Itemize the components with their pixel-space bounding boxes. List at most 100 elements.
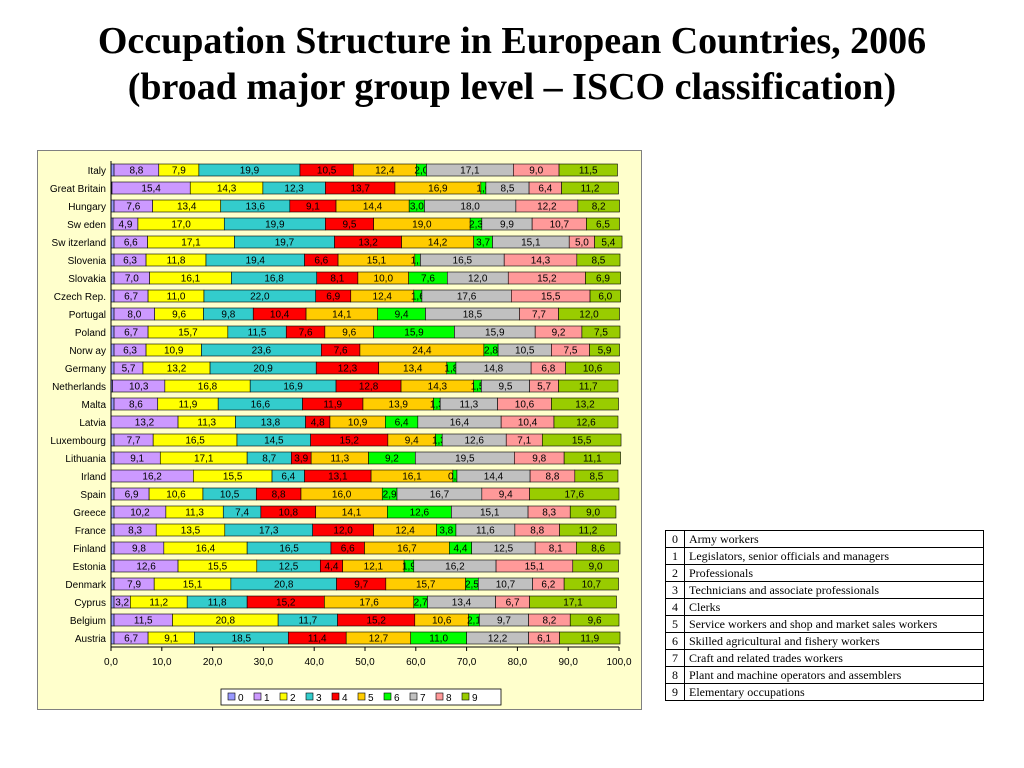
- bar-segment: [576, 253, 621, 267]
- bar-segment: [559, 631, 621, 645]
- data-label: 20,8: [274, 580, 294, 591]
- data-label: 12,6: [464, 436, 484, 447]
- data-label: 12,0: [579, 310, 599, 321]
- data-label: 8,5: [501, 184, 515, 195]
- data-label: 10,8: [279, 508, 299, 519]
- category-label: Luxembourg: [50, 436, 106, 447]
- bar-segment: [589, 343, 620, 357]
- data-label: 2,5: [465, 580, 479, 591]
- data-label: 13,2: [575, 400, 595, 411]
- legend-code: 7: [665, 649, 685, 667]
- data-label: 6,6: [341, 544, 355, 555]
- legend-table-row: 0 Army workers: [665, 530, 984, 548]
- bar-segment: [551, 397, 619, 411]
- data-label: 11,8: [167, 256, 186, 267]
- data-label: 11,3: [197, 418, 216, 429]
- data-label: 7,9: [127, 580, 141, 591]
- data-label: 15,1: [525, 562, 545, 573]
- data-label: 16,5: [185, 436, 205, 447]
- x-tick-label: 60,0: [406, 657, 426, 668]
- category-label: Poland: [75, 328, 106, 339]
- legend-entry: 3: [316, 693, 322, 704]
- data-label: 10,6: [432, 616, 452, 627]
- data-label: 9,8: [132, 544, 146, 555]
- legend-description: Plant and machine operators and assemble…: [684, 666, 984, 684]
- data-label: 11,0: [167, 292, 186, 303]
- data-label: 15,9: [404, 328, 424, 339]
- data-label: 16,7: [430, 490, 450, 501]
- data-label: 9,1: [306, 202, 320, 213]
- data-label: 15,5: [208, 562, 228, 573]
- data-label: 16,2: [142, 472, 162, 483]
- data-label: 11,5: [134, 616, 153, 627]
- data-label: 15,2: [276, 598, 296, 609]
- bar-segment: [589, 289, 621, 303]
- data-label: 13,8: [261, 418, 281, 429]
- data-label: 19,5: [455, 454, 475, 465]
- bar-segment: [576, 541, 621, 555]
- data-label: 11,1: [583, 454, 602, 465]
- x-tick-label: 70,0: [457, 657, 477, 668]
- x-tick-label: 40,0: [304, 657, 324, 668]
- data-label: 6,8: [541, 364, 555, 375]
- data-label: 22,0: [250, 292, 270, 303]
- data-label: 7,7: [127, 436, 141, 447]
- data-label: 12,6: [410, 508, 430, 519]
- data-label: 7,6: [126, 202, 140, 213]
- data-label: 17,6: [565, 490, 585, 501]
- data-label: 11,5: [579, 166, 598, 177]
- data-label: 12,4: [373, 292, 393, 303]
- data-label: 9,2: [385, 454, 399, 465]
- isco-legend-table: 0 Army workers 1 Legislators, senior offici…: [665, 530, 984, 701]
- data-label: 6,2: [541, 580, 555, 591]
- data-label: 7,9: [172, 166, 186, 177]
- data-label: 16,1: [181, 274, 201, 285]
- bar-segment: [561, 181, 619, 195]
- data-label: 6,0: [598, 292, 612, 303]
- data-label: 12,5: [494, 544, 514, 555]
- category-label: Latvia: [79, 418, 106, 429]
- data-label: 11,2: [579, 526, 598, 537]
- category-label: Greece: [73, 508, 106, 519]
- data-label: 9,7: [497, 616, 511, 627]
- data-label: 2,3: [469, 220, 483, 231]
- category-label: Malta: [82, 400, 107, 411]
- legend-table-row: 7 Craft and related trades workers: [665, 649, 984, 667]
- data-label: 5,7: [122, 364, 136, 375]
- data-label: 0,8: [448, 472, 462, 483]
- data-label: 12,6: [136, 562, 156, 573]
- data-label: 11,2: [149, 598, 168, 609]
- data-label: 8,2: [542, 616, 556, 627]
- category-label: Irland: [81, 472, 106, 483]
- legend-code: 5: [665, 615, 685, 633]
- data-label: 3,7: [476, 238, 490, 249]
- x-tick-label: 100,0: [606, 657, 631, 668]
- legend-description: Army workers: [684, 530, 984, 548]
- data-label: 12,7: [369, 634, 389, 645]
- data-label: 15,5: [541, 292, 561, 303]
- legend-code: 1: [665, 547, 685, 565]
- legend-table-row: 4 Clerks: [665, 598, 984, 616]
- data-label: 6,7: [506, 598, 520, 609]
- data-label: 14,1: [342, 508, 362, 519]
- data-label: 17,1: [181, 238, 201, 249]
- data-label: 10,2: [130, 508, 150, 519]
- data-label: 11,9: [580, 634, 599, 645]
- data-label: 13,2: [167, 364, 187, 375]
- data-label: 8,8: [272, 490, 286, 501]
- legend-table-row: 9 Elementary occupations: [665, 683, 984, 701]
- data-label: 17,1: [460, 166, 480, 177]
- data-label: 16,4: [196, 544, 216, 555]
- category-label: Netherlands: [52, 382, 106, 393]
- x-tick-label: 10,0: [152, 657, 172, 668]
- data-label: 7,5: [564, 346, 578, 357]
- data-label: 7,0: [125, 274, 139, 285]
- legend-code: 6: [665, 632, 685, 650]
- data-label: 13,2: [358, 238, 378, 249]
- category-label: Austria: [75, 634, 107, 645]
- data-label: 11,9: [179, 400, 198, 411]
- data-label: 6,6: [314, 256, 328, 267]
- data-label: 10,4: [518, 418, 538, 429]
- data-label: 10,9: [348, 418, 368, 429]
- page-title: Occupation Structure in European Countri…: [0, 18, 1024, 110]
